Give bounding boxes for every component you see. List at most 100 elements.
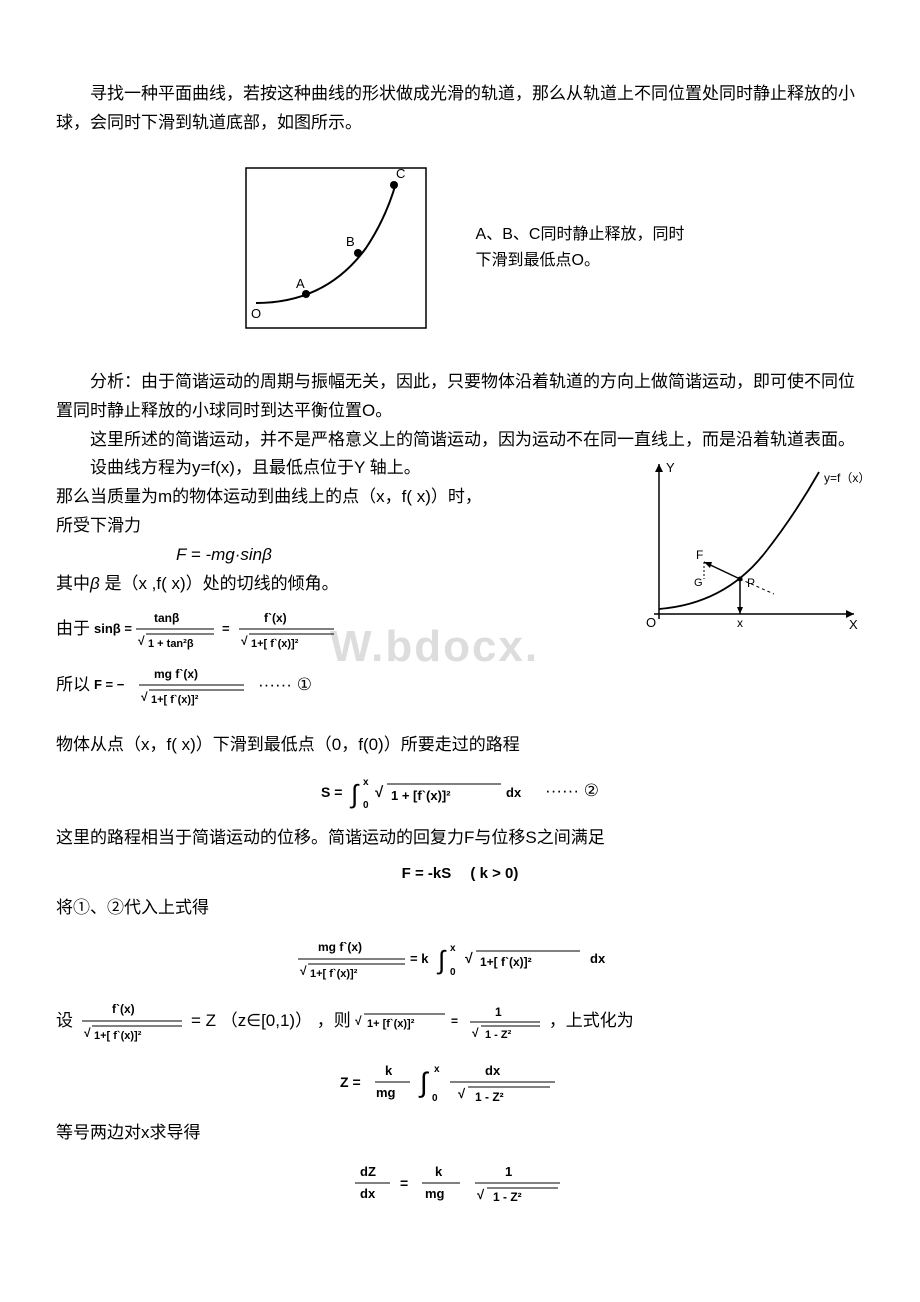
eq-sinbeta-line: 由于 sinβ = tanβ √ 1 + tan²β = f`(x) √ 1+[… [56,605,614,655]
eq-arclength-svg: S = ∫ x 0 √ 1 + [f`(x)]² dx [321,770,541,814]
figure2-label-O: O [646,615,656,630]
figure2-label-X: X [849,617,858,632]
svg-text:sinβ =: sinβ = [94,621,132,636]
svg-text:f`(x): f`(x) [264,611,287,625]
analysis-p1: 分析：由于简谐运动的周期与振幅无关，因此，只要物体沿着轨道的方向上做简谐运动，即… [56,368,864,426]
figure2-container: Y X O y=f（x） P F G x [634,454,864,634]
svg-text:√: √ [465,950,473,966]
svg-text:=: = [222,621,230,636]
figure1-label-O: O [251,306,261,321]
svg-text:√: √ [141,690,148,704]
svg-text:S =: S = [321,784,342,800]
svg-text:=: = [400,1175,408,1191]
eq-combined-line: mg f`(x) √ 1+[ f`(x)]² = k ∫ x 0 √ 1+[ f… [56,933,864,987]
marker-1: ······ ① [258,671,312,700]
svg-text:tanβ: tanβ [154,611,179,625]
figure1-label-C: C [396,166,405,181]
analysis-p5b: β [90,574,100,593]
eq-restoring: F = -kS ( k > 0) [56,861,864,887]
eq-subst-rhs-svg: √ 1+ [f`(x)]² = 1 √ 1 - Z² [355,1001,545,1041]
figure1-svg: O A B C [236,158,436,338]
svg-text:f`(x): f`(x) [112,1002,135,1016]
svg-text:√: √ [241,634,248,648]
svg-text:√: √ [138,634,145,648]
eq-z-integral-line: Z = k mg ∫ x 0 dx √ 1 - Z² [56,1055,864,1109]
intro-paragraph: 寻找一种平面曲线，若按这种曲线的形状做成光滑的轨道，那么从轨道上不同位置处同时静… [56,80,864,138]
text-suoyi: 所以 [56,671,90,700]
svg-text:dx: dx [485,1063,501,1078]
eq-subst-lhs-svg: f`(x) √ 1+[ f`(x)]² [77,997,187,1045]
svg-text:k: k [435,1164,443,1179]
svg-text:1+[ f`(x)]²: 1+[ f`(x)]² [310,968,358,980]
figure1-container: O A B C A、B、C同时静止释放，同时 下滑到最低点O。 [56,158,864,338]
svg-text:= k: = k [410,951,429,966]
svg-text:=: = [451,1014,458,1028]
text-shangshi: ，上式化为 [549,1007,634,1036]
svg-text:1+[ f`(x)]²: 1+[ f`(x)]² [480,955,532,969]
svg-text:F = −: F = − [94,677,125,692]
svg-text:Z =: Z = [340,1074,361,1090]
svg-text:∫: ∫ [349,779,360,809]
svg-text:k: k [385,1063,393,1078]
svg-text:1 + [f`(x)]²: 1 + [f`(x)]² [391,788,451,803]
text-youyu: 由于 [56,615,90,644]
svg-text:1 - Z²: 1 - Z² [485,1029,512,1041]
svg-text:1: 1 [495,1005,502,1019]
deriv-p1: 等号两边对x求导得 [56,1119,864,1148]
svg-text:√: √ [477,1187,485,1202]
eq-dzdx-line: dZ dx = k mg 1 √ 1 - Z² [56,1158,864,1208]
figure2-svg: Y X O y=f（x） P F G x [634,454,864,634]
svg-text:1+ [f`(x)]²: 1+ [f`(x)]² [367,1018,415,1030]
svg-text:∫: ∫ [436,945,447,975]
eq-arclength-line: S = ∫ x 0 √ 1 + [f`(x)]² dx ······ ② [56,770,864,814]
eq-force2-svg: F = − mg f`(x) √ 1+[ f`(x)]² [94,661,254,711]
figure1-label-A: A [296,276,305,291]
figure1-caption-l1: A、B、C同时静止释放，同时 [476,226,685,243]
svg-text:x: x [450,943,456,954]
svg-text:1+[ f`(x)]²: 1+[ f`(x)]² [94,1030,142,1042]
svg-text:x: x [434,1064,440,1075]
svg-text:mg f`(x): mg f`(x) [318,940,362,954]
svg-text:√: √ [375,784,384,801]
arc-p1: 物体从点（x，f( x)）下滑到最低点（0，f(0)）所要走过的路程 [56,731,864,760]
analysis-p5a: 其中 [56,574,90,593]
analysis-p2: 这里所述的简谐运动，并不是严格意义上的简谐运动，因为运动不在同一直线上，而是沿着… [56,426,864,455]
restoring-p2: 将①、②代入上式得 [56,894,864,923]
analysis-p5c: 是（x ,f( x)）处的切线的倾角。 [100,574,339,593]
eq-sinbeta-svg: sinβ = tanβ √ 1 + tan²β = f`(x) √ 1+[ f`… [94,605,344,655]
text-she: 设 [56,1007,73,1036]
figure2-label-G: G [694,577,703,589]
svg-text:0: 0 [363,800,369,811]
text-z-domain: = Z （z∈[0,1)） ，则 [191,1007,351,1036]
svg-text:0: 0 [450,967,456,978]
svg-text:1+[ f`(x)]²: 1+[ f`(x)]² [151,694,199,706]
eq-force-text: F = -mg·sinβ [176,545,272,564]
svg-text:1: 1 [505,1164,512,1179]
figure2-label-F: F [696,548,703,562]
svg-text:dx: dx [506,785,522,800]
svg-text:1 - Z²: 1 - Z² [475,1090,504,1104]
svg-text:mg f`(x): mg f`(x) [154,667,198,681]
svg-text:mg: mg [425,1186,445,1201]
svg-text:1+[ f`(x)]²: 1+[ f`(x)]² [251,638,299,650]
marker-2: ······ ② [545,777,599,806]
svg-text:x: x [363,777,369,788]
svg-text:mg: mg [376,1085,396,1100]
svg-text:0: 0 [432,1093,438,1104]
svg-text:√: √ [300,964,307,978]
svg-text:∫: ∫ [418,1067,430,1098]
svg-text:dZ: dZ [360,1164,376,1179]
svg-text:√: √ [355,1014,362,1028]
eq-combined-svg: mg f`(x) √ 1+[ f`(x)]² = k ∫ x 0 √ 1+[ f… [290,933,630,987]
figure2-label-P: P [747,576,755,590]
eq-force2-line: 所以 F = − mg f`(x) √ 1+[ f`(x)]² ······ ① [56,661,864,711]
figure2-label-Y: Y [666,460,675,475]
svg-text:1 + tan²β: 1 + tan²β [148,638,194,650]
svg-text:1 - Z²: 1 - Z² [493,1190,522,1204]
figure1-caption-l2: 下滑到最低点O。 [476,252,600,269]
svg-text:dx: dx [360,1186,376,1201]
eq-dzdx-svg: dZ dx = k mg 1 √ 1 - Z² [350,1158,570,1208]
figure2-label-x: x [737,616,743,630]
eq-subst-line: 设 f`(x) √ 1+[ f`(x)]² = Z （z∈[0,1)） ，则 √… [56,997,864,1045]
figure1-caption: A、B、C同时静止释放，同时 下滑到最低点O。 [476,222,685,273]
